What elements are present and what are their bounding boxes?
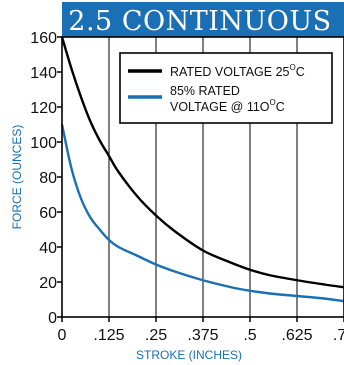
x-axis-title: STROKE (INCHES) [136, 348, 242, 362]
series-group [60, 36, 344, 303]
series-line-hot [60, 124, 344, 303]
legend: RATED VOLTAGE 25OC 85% RATED VOLTAGE @ 1… [119, 52, 333, 124]
chart-title: 2.5 CONTINUOUS [68, 6, 331, 37]
x-tick-label: .5 [243, 327, 256, 344]
legend-rated-main: RATED VOLTAGE 25 [170, 65, 290, 79]
x-tick-label: .75 [333, 327, 344, 344]
y-tick-label: 160 [30, 30, 57, 47]
x-tick-label: .375 [187, 327, 218, 344]
legend-box [119, 52, 333, 124]
y-axis: 0 20 40 60 80 100 120 140 160 [30, 30, 62, 327]
y-tick-label: 0 [48, 310, 57, 327]
y-tick-label: 80 [39, 170, 57, 187]
legend-label-hot-line2: VOLTAGE @ 11OOC [170, 98, 285, 114]
x-tick-label: .25 [145, 327, 167, 344]
legend-hot-tail: C [276, 100, 285, 114]
x-axis: 0 .125 .25 .375 .5 .625 .75 [58, 317, 344, 344]
x-tick-label: .625 [281, 327, 312, 344]
title-bar [62, 2, 344, 37]
legend-rated-sup: O [289, 63, 295, 72]
x-tick-label: 0 [58, 327, 67, 344]
y-tick-label: 20 [39, 275, 57, 292]
legend-label-hot-line1: 85% RATED [170, 84, 240, 98]
legend-label-rated: RATED VOLTAGE 25OC [170, 63, 305, 79]
legend-hot-main: VOLTAGE @ 11O [170, 100, 270, 114]
series-line-rated [60, 36, 344, 289]
x-tick-label: .125 [93, 327, 124, 344]
legend-rated-tail: C [296, 65, 305, 79]
legend-hot-sup: O [270, 98, 276, 107]
y-tick-label: 120 [30, 100, 57, 117]
y-tick-label: 60 [39, 205, 57, 222]
y-axis-title: FORCE (OUNCES) [10, 125, 24, 230]
y-tick-label: 40 [39, 240, 57, 257]
y-tick-label: 100 [30, 135, 57, 152]
y-tick-label: 140 [30, 65, 57, 82]
